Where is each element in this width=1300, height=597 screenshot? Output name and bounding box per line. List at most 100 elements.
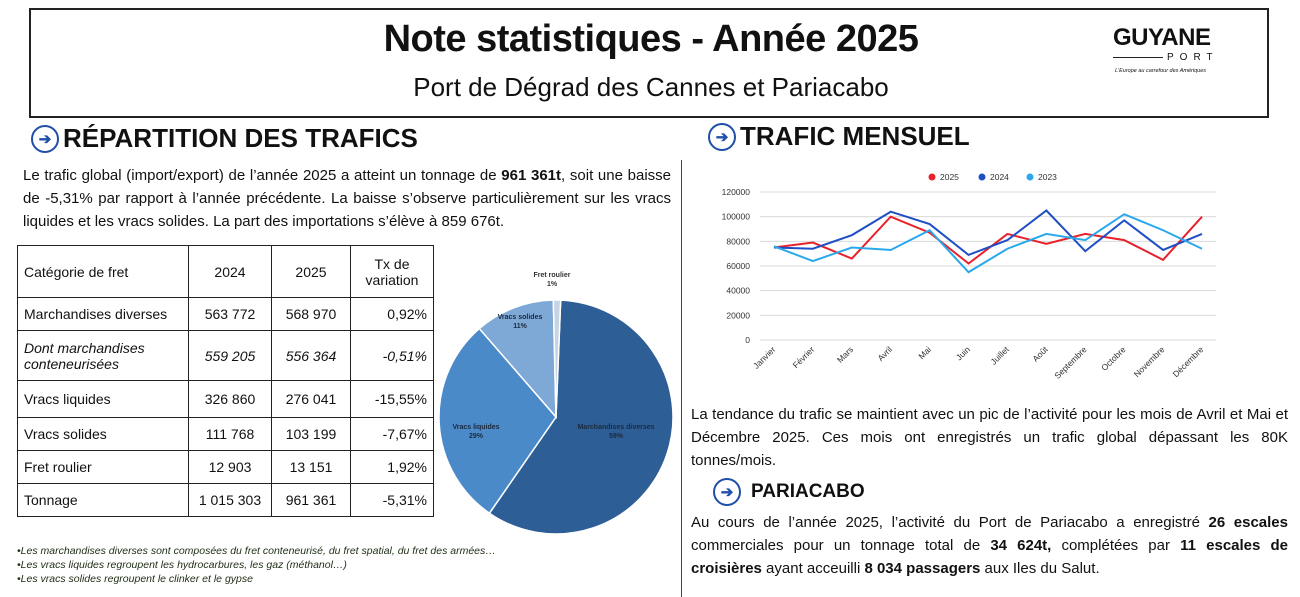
pie-slice-value: 59% [609,433,624,440]
pie-slice-value: 11% [513,323,527,330]
x-tick-label: Janvier [751,344,778,371]
pariacabo-highlight: 34 624t, [990,537,1052,554]
pariacabo-highlight: 26 escales [1208,514,1289,531]
y-tick-label: 80000 [726,236,750,246]
pariacabo-text: commerciales pour un tonnage total de [691,537,991,554]
intro-text-rest: , soit une baisse de -5,31% par rapport … [23,167,672,230]
table-row: Marchandises diverses 563 772 568 970 0,… [17,297,434,331]
pariacabo-text: Au cours de l’année 2025, l’activité du … [691,514,1209,531]
x-tick-label: Août [1030,344,1050,364]
x-tick-label: Mars [835,344,855,364]
table-row: Vracs solides 111 768 103 199 -7,67% [17,417,434,451]
x-tick-label: Juillet [988,344,1011,367]
legend-marker [978,173,986,181]
pie-slice [478,299,557,420]
trend-paragraph: La tendance du trafic se maintient avec … [691,406,1288,469]
pie-slice [552,299,562,418]
x-tick-label: Juin [954,344,972,362]
table-cell: 12 903 [188,450,272,484]
pariacabo-text: aux Iles du Salut. [980,560,1100,577]
section-heading-repartition: ➔ RÉPARTITION DES TRAFICS [31,123,418,154]
table-header: 2025 [271,245,351,298]
table-row: Tonnage 1 015 303 961 361 -5,31% [17,483,434,517]
pie-slice [438,327,557,515]
section-heading-trafic: ➔ TRAFIC MENSUEL [708,121,970,152]
logo-port-text: PORT [1167,52,1219,63]
pariacabo-text: complétées par [1051,537,1181,554]
table-cell: 563 772 [188,297,272,331]
legend-label: 2023 [1038,172,1057,182]
logo-tagline: L'Europe au carrefour des Amériques [1115,68,1207,74]
x-tick-label: Octobre [1099,344,1128,373]
section-title: PARIACABO [751,481,865,502]
table-row: Fret roulier 12 903 13 151 1,92% [17,450,434,484]
footnotes: •Les marchandises diverses sont composée… [17,544,496,586]
footnote: •Les vracs liquides regroupent les hydro… [17,559,347,571]
legend-label: 2025 [940,172,959,182]
x-tick-label: Septembre [1052,344,1089,381]
pie-slice [488,299,674,534]
pariacabo-highlight: 8 034 passagers [864,560,981,577]
x-tick-label: Novembre [1132,344,1167,379]
arrow-right-icon: ➔ [713,478,741,506]
pie-slice-label: Fret roulier [534,272,571,279]
pariacabo-text: ayant acceuilli [761,560,865,577]
table-cell: Vracs solides [17,417,189,451]
table-cell: Vracs liquides [17,380,189,418]
x-tick-label: Mai [916,344,933,361]
series-line [773,209,1203,257]
table-row: Vracs liquides 326 860 276 041 -15,55% [17,380,434,418]
table-cell: 103 199 [271,417,351,451]
pie-slice-value: 1% [547,281,558,288]
freight-pie-chart: Marchandises diverses 59% Vracs liquides 29… [438,272,674,534]
pie-slice-label: Vracs liquides [452,424,499,431]
x-tick-label: Décembre [1171,344,1206,379]
y-tick-label: 20000 [726,310,750,320]
y-tick-label: 40000 [726,286,750,296]
table-cell: 1,92% [350,450,434,484]
x-tick-label: Avril [875,344,894,363]
footnote: •Les marchandises diverses sont composée… [17,545,496,557]
logo-text: GUYANE [1113,24,1211,51]
table-cell: 559 205 [188,330,272,381]
arrow-right-icon: ➔ [31,124,59,153]
table-cell: 0,92% [350,297,434,331]
footnote: •Les vracs solides regroupent le clinker… [17,573,253,585]
series-line [773,215,1203,265]
column-divider [681,160,682,597]
legend-marker [928,173,936,181]
table-cell: 13 151 [271,450,351,484]
table-cell: -5,31% [350,483,434,517]
freight-table: Catégorie de fret 2024 2025 Tx de variat… [17,245,434,517]
series-line [773,213,1203,274]
section-title: RÉPARTITION DES TRAFICS [63,123,418,153]
table-cell: -7,67% [350,417,434,451]
section-title: TRAFIC MENSUEL [740,121,970,151]
table-header: Catégorie de fret [17,245,189,298]
table-header: Tx de variation [350,245,434,298]
y-tick-label: 100000 [722,212,751,222]
header-box: Note statistiques - Année 2025 Port de D… [29,8,1269,118]
intro-text: Le trafic global (import/export) de l’an… [23,167,502,184]
table-cell: 568 970 [271,297,351,331]
pariacabo-highlight: 11 escales de croisières [691,537,1288,577]
section-heading-pariacabo: ➔ PARIACABO [713,478,865,506]
monthly-traffic-line-chart: 0 20000 40000 60000 80000 100000 120000 Janvier… [722,172,1216,381]
guyane-port-logo: GUYANE PORT L'Europe au carrefour des Am… [1113,24,1243,84]
table-cell: 556 364 [271,330,351,381]
table-row: Dont marchandises conteneurisées 559 205… [17,330,434,381]
table-cell: 326 860 [188,380,272,418]
table-cell: Dont marchandises conteneurisées [17,330,189,381]
intro-total: 961 361t [501,167,562,184]
pie-slice-value: 29% [469,433,484,440]
pie-slice-label: Marchandises diverses [577,424,654,431]
table-header-row: Catégorie de fret 2024 2025 Tx de variat… [17,245,434,298]
x-tick-label: Février [791,344,817,370]
table-cell: -15,55% [350,380,434,418]
table-cell: Fret roulier [17,450,189,484]
legend-label: 2024 [990,172,1009,182]
logo-rule [1113,57,1163,58]
arrow-right-icon: ➔ [708,122,736,151]
y-tick-label: 0 [745,335,750,345]
page-title: Note statistiques - Année 2025 [383,18,919,60]
